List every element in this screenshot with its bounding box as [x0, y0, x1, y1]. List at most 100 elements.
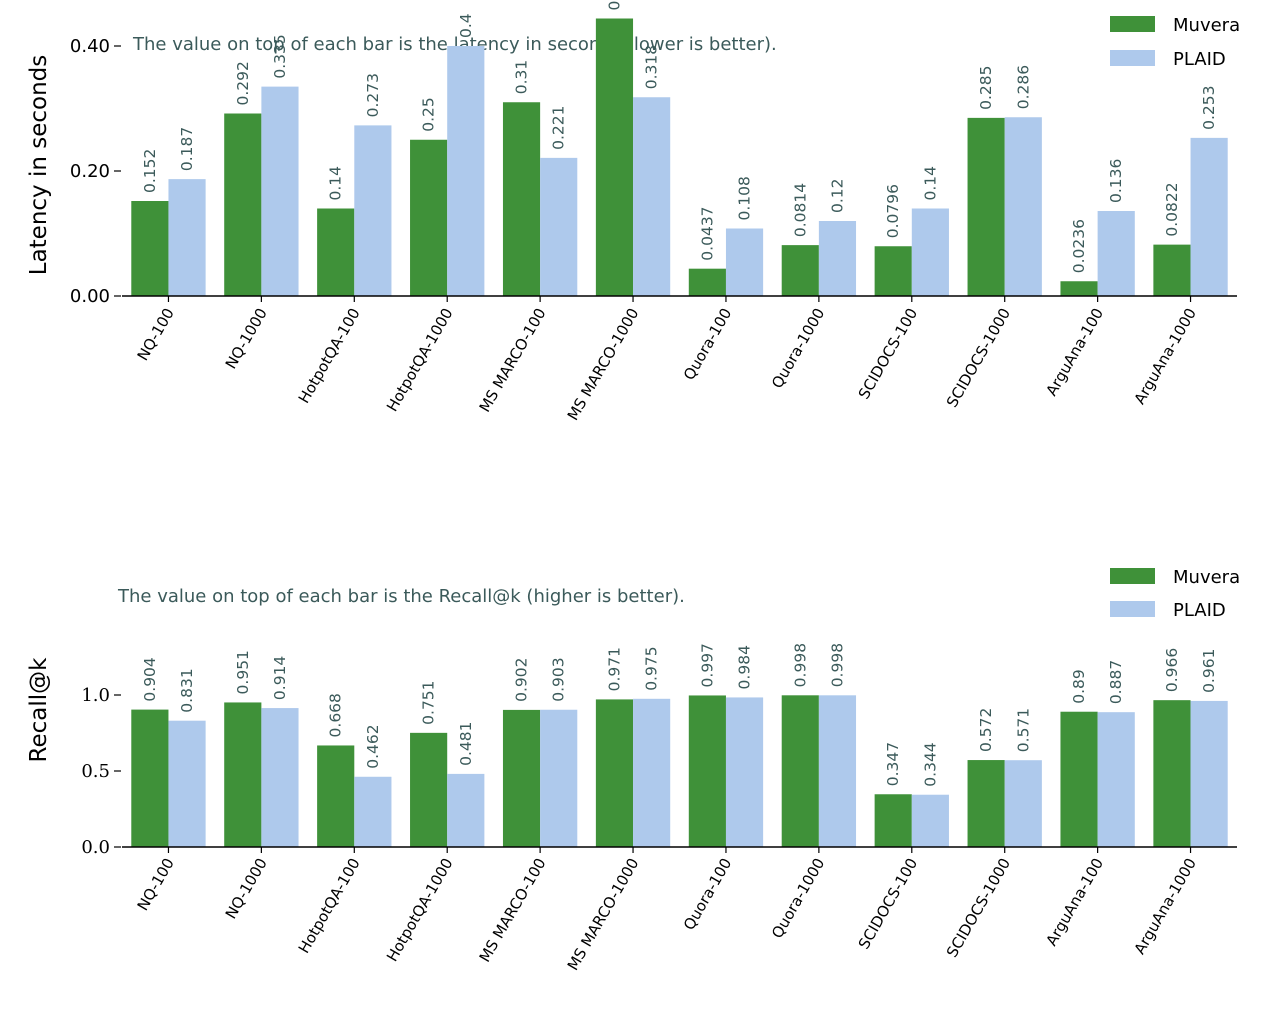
muvera-bar [781, 695, 819, 847]
plaid-value-label: 0.12 [828, 178, 846, 213]
x-tick-label: NQ-1000 [222, 305, 271, 372]
plaid-value-label: 0.318 [643, 45, 661, 89]
plaid-value-label: 0.961 [1200, 649, 1218, 693]
x-tick-label: ArguAna-1000 [1131, 855, 1200, 957]
muvera-value-label: 0.25 [420, 97, 438, 132]
plaid-bar [911, 208, 949, 296]
legend-label-muvera: Muvera [1173, 15, 1240, 36]
plaid-bar [1190, 700, 1228, 847]
muvera-value-label: 0.668 [327, 693, 345, 737]
muvera-value-label: 0.31 [513, 60, 531, 95]
plaid-value-label: 0.914 [271, 656, 289, 700]
plaid-bar [354, 125, 392, 296]
legend-label-muvera: Muvera [1173, 567, 1240, 588]
muvera-bar [874, 794, 912, 847]
latency-legend: Muvera PLAID [1110, 15, 1240, 70]
muvera-value-label: 0.0236 [1070, 219, 1088, 273]
x-tick-label: MS MARCO-1000 [564, 855, 643, 973]
muvera-bar [1153, 244, 1191, 296]
legend-label-plaid: PLAID [1173, 49, 1226, 70]
legend-swatch-muvera [1110, 16, 1155, 32]
y-tick-label: 0.40 [70, 36, 110, 57]
muvera-value-label: 0.0814 [791, 183, 809, 237]
muvera-value-label: 0.751 [420, 680, 438, 724]
recall-value-labels: 0.904 0.831 0.951 0.914 0.668 0.462 0.751 0.481… [141, 643, 1218, 787]
muvera-bar [224, 702, 262, 847]
plaid-value-label: 0.344 [921, 742, 939, 786]
recall-chart: The value on top of each bar is the Reca… [26, 567, 1240, 973]
plaid-value-label: 0.975 [643, 646, 661, 690]
x-tick-label: HotpotQA-100 [295, 855, 364, 956]
plaid-value-label: 0.4 [457, 13, 475, 38]
plaid-bar [725, 228, 764, 296]
x-tick-label: NQ-1000 [222, 855, 271, 922]
plaid-bar [261, 708, 299, 847]
muvera-bar [1153, 700, 1191, 847]
plaid-bar [633, 698, 671, 847]
plaid-bar [540, 157, 578, 296]
muvera-value-label: 0.444 [605, 0, 623, 11]
plaid-bar [911, 794, 949, 847]
muvera-bar [131, 201, 169, 296]
recall-legend: Muvera PLAID [1110, 567, 1240, 621]
recall-y-axis-label: Recall@k [26, 657, 52, 763]
muvera-value-label: 0.997 [698, 643, 716, 687]
latency-chart: The value on top of each bar is the late… [26, 0, 1240, 423]
plaid-bar [633, 97, 671, 296]
x-tick-label: HotpotQA-1000 [383, 855, 457, 965]
plaid-bar [1097, 211, 1135, 296]
plaid-bar [1004, 760, 1042, 847]
plaid-bar [818, 695, 857, 847]
muvera-value-label: 0.998 [791, 643, 809, 687]
y-tick-label: 0.00 [70, 286, 110, 307]
y-tick-label: 0.20 [70, 161, 110, 182]
legend-label-plaid: PLAID [1173, 600, 1226, 621]
latency-value-labels: 0.152 0.187 0.292 0.335 0.14 0.273 0.25 0.4 0.31… [141, 0, 1218, 273]
legend-swatch-muvera [1110, 568, 1155, 584]
legend-swatch-plaid [1110, 601, 1155, 617]
muvera-bar [688, 268, 726, 296]
muvera-bar [410, 732, 448, 847]
muvera-bar [317, 745, 355, 847]
muvera-value-label: 0.152 [141, 149, 159, 193]
x-tick-label: MS MARCO-1000 [564, 305, 643, 423]
muvera-bar [317, 208, 355, 296]
recall-chart-title: The value on top of each bar is the Reca… [117, 586, 685, 607]
muvera-value-label: 0.904 [141, 657, 159, 701]
muvera-bar [967, 760, 1005, 847]
muvera-bar [967, 117, 1005, 296]
recall-x-axis: NQ-100 NQ-1000 HotpotQA-100 HotpotQA-1000 MS… [122, 846, 1237, 973]
muvera-value-label: 0.14 [327, 166, 345, 201]
x-tick-label: SCIDOCS-100 [855, 855, 922, 952]
x-tick-label: ArguAna-100 [1042, 305, 1107, 399]
latency-y-axis-label: Latency in seconds [26, 55, 52, 276]
muvera-bar [502, 709, 541, 847]
plaid-value-label: 0.998 [828, 643, 846, 687]
muvera-bar [502, 102, 541, 296]
plaid-bar [168, 720, 206, 847]
muvera-value-label: 0.572 [977, 708, 995, 752]
x-tick-label: MS MARCO-100 [476, 855, 550, 965]
x-tick-label: SCIDOCS-100 [855, 305, 922, 402]
plaid-value-label: 0.462 [364, 724, 382, 768]
plaid-value-label: 0.887 [1107, 660, 1125, 704]
plaid-value-label: 0.187 [178, 127, 196, 171]
recall-y-axis: 0.0 0.5 1.0 [81, 685, 121, 858]
muvera-value-label: 0.292 [234, 61, 252, 105]
plaid-bar [818, 221, 857, 296]
plaid-bar [447, 773, 485, 847]
x-tick-label: NQ-100 [134, 305, 178, 364]
latency-bars [131, 18, 1228, 296]
muvera-bar [781, 245, 819, 296]
muvera-bar [1060, 711, 1098, 847]
plaid-value-label: 0.108 [736, 176, 754, 220]
muvera-value-label: 0.89 [1070, 669, 1088, 704]
muvera-bar [688, 695, 726, 847]
plaid-bar [540, 709, 578, 847]
x-tick-label: HotpotQA-100 [295, 305, 364, 406]
y-tick-label: 0.0 [81, 837, 110, 858]
muvera-value-label: 0.0796 [884, 184, 902, 238]
x-tick-label: Quora-1000 [768, 855, 828, 941]
latency-x-axis: NQ-100 NQ-1000 HotpotQA-100 HotpotQA-1000 MS… [122, 295, 1237, 423]
